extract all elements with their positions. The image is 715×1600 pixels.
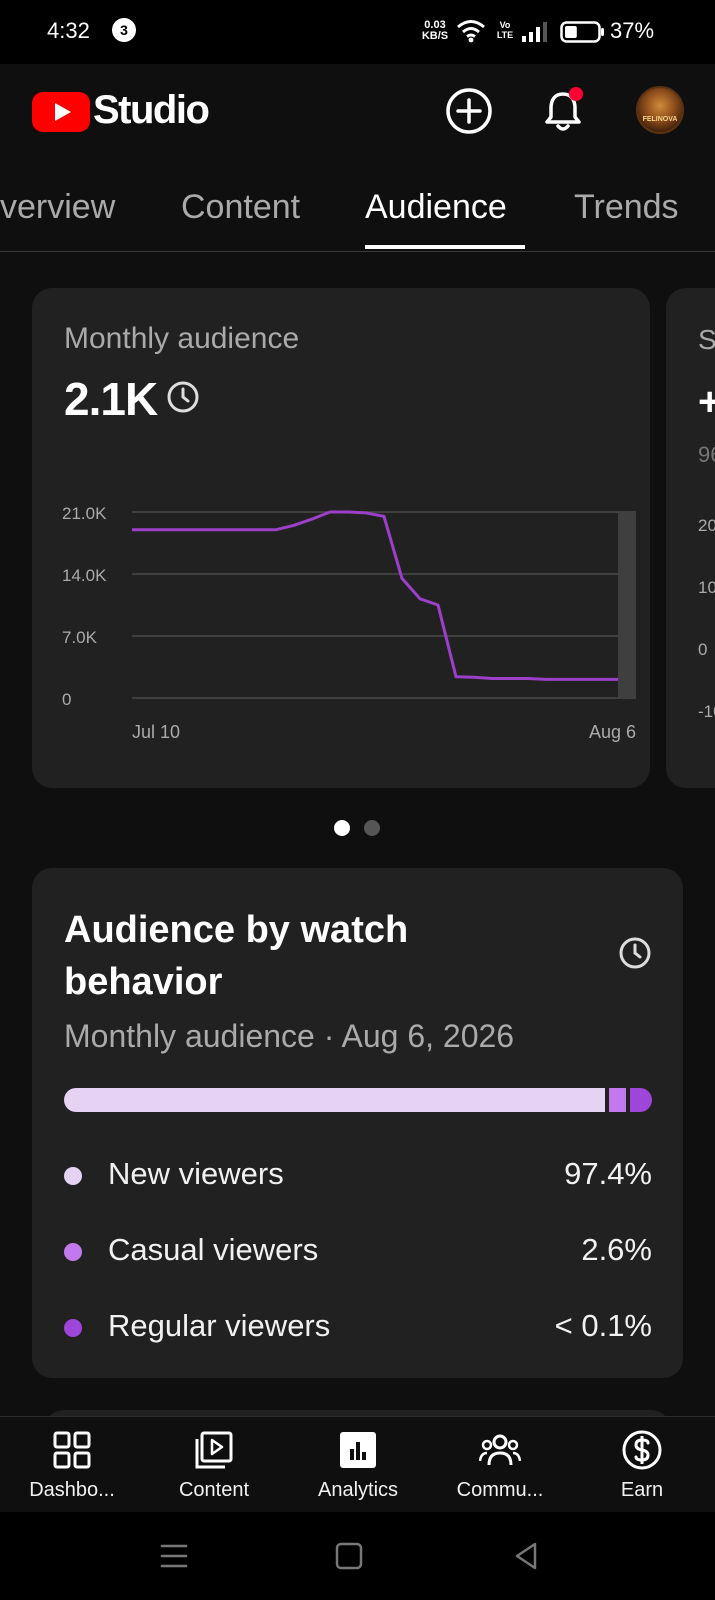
peek-card-title: S xyxy=(698,324,715,355)
battery-icon xyxy=(560,21,604,43)
series-line[interactable] xyxy=(132,510,618,681)
home-icon[interactable] xyxy=(331,1538,367,1574)
tab-trends[interactable]: Trends xyxy=(574,188,679,226)
notification-count-badge: 3 xyxy=(112,18,136,42)
x-tick-label-start: Jul 10 xyxy=(132,722,180,742)
peek-tick-label: 20 xyxy=(698,516,715,535)
legend-dot xyxy=(64,1319,82,1337)
studio-logo-text[interactable]: Studio xyxy=(93,88,210,132)
selected-day-highlight[interactable] xyxy=(618,512,636,698)
legend-label: Casual viewers xyxy=(108,1232,319,1267)
bar-segment xyxy=(64,1088,605,1112)
battery-percent: 37% xyxy=(610,18,655,43)
nav-dashboard[interactable]: Dashbo... xyxy=(7,1417,137,1513)
nav-label: Content xyxy=(178,1479,250,1501)
nav-label: Analytics xyxy=(317,1479,399,1501)
system-navigation-bar xyxy=(0,1512,715,1600)
avatar[interactable]: FELINOVA xyxy=(636,86,684,134)
y-tick-label: 7.0K xyxy=(62,628,98,647)
peek-tick-label: 10 xyxy=(698,578,715,597)
wifi-icon xyxy=(457,20,485,43)
create-icon[interactable] xyxy=(444,86,494,136)
network-speed: 0.03 KB/S xyxy=(418,20,452,42)
youtube-logo-icon[interactable] xyxy=(32,92,90,132)
community-icon xyxy=(479,1434,521,1466)
peek-card-subtext: 96 xyxy=(698,442,715,467)
earn-icon xyxy=(622,1430,662,1470)
bottom-navigation: Dashbo... Content Analytics Commu... xyxy=(0,1416,715,1512)
legend-row-casual-viewers: Casual viewers 2.6% xyxy=(64,1232,652,1272)
volte-top: Vo xyxy=(499,20,511,30)
tab-overview[interactable]: verview xyxy=(0,188,116,226)
nav-content[interactable]: Content xyxy=(149,1417,279,1513)
notification-dot xyxy=(569,87,583,101)
bell-icon[interactable] xyxy=(538,84,588,136)
nav-earn[interactable]: Earn xyxy=(577,1417,707,1513)
legend-value: < 0.1% xyxy=(554,1308,652,1343)
tab-audience[interactable]: Audience xyxy=(365,188,507,226)
watch-behavior-subtitle: Monthly audience · Aug 6, 2026 xyxy=(64,1018,515,1054)
peek-tick-label: -10 xyxy=(698,702,715,721)
monthly-audience-title: Monthly audience xyxy=(64,322,300,355)
legend-dot xyxy=(64,1243,82,1261)
monthly-audience-card[interactable]: Monthly audience 2.1K 21.0K 14.0K 7.0K 0 Jul… xyxy=(32,288,650,788)
tab-content[interactable]: Content xyxy=(181,188,301,226)
watch-behavior-title: Audience by watch behavior xyxy=(64,909,409,1003)
volte-bottom: LTE xyxy=(496,30,514,40)
network-speed-value: 0.03 xyxy=(424,19,446,31)
menu-icon[interactable] xyxy=(156,1538,192,1574)
monthly-audience-chart: 21.0K 14.0K 7.0K 0 Jul 10 Aug 6 xyxy=(62,504,636,742)
nav-label: Commu... xyxy=(456,1479,544,1501)
nav-label: Dashbo... xyxy=(29,1479,115,1501)
clock-icon[interactable] xyxy=(166,380,200,414)
legend-label: Regular viewers xyxy=(108,1308,331,1343)
status-bar: 4:32 3 0.03 KB/S Vo LTE 37% xyxy=(0,0,715,64)
network-speed-unit: KB/S xyxy=(421,30,449,42)
clock-icon[interactable] xyxy=(618,936,652,970)
legend-value: 2.6% xyxy=(581,1232,652,1267)
nav-label: Earn xyxy=(620,1479,664,1501)
next-carousel-card[interactable]: S + 96 20 10 0 -10 xyxy=(666,288,715,788)
signal-icon xyxy=(522,22,547,42)
peek-tick-label: 0 xyxy=(698,640,708,659)
dashboard-icon xyxy=(53,1431,91,1469)
y-tick-label: 14.0K xyxy=(62,566,107,585)
monthly-audience-value: 2.1K xyxy=(64,373,158,425)
y-tick-label: 0 xyxy=(62,690,71,709)
carousel-dots xyxy=(334,820,384,836)
nav-community[interactable]: Commu... xyxy=(435,1417,565,1513)
carousel-dot[interactable] xyxy=(364,820,380,836)
bar-segment xyxy=(604,1088,626,1112)
watch-behavior-card[interactable]: Audience by watch behavior Monthly audie… xyxy=(32,868,683,1378)
legend-row-regular-viewers: Regular viewers < 0.1% xyxy=(64,1308,652,1348)
volte-indicator: Vo LTE xyxy=(496,20,514,40)
legend-value: 97.4% xyxy=(564,1156,652,1191)
active-tab-indicator xyxy=(365,245,525,249)
peek-card-value: + xyxy=(698,380,715,424)
y-tick-label: 21.0K xyxy=(62,504,107,523)
legend-label: New viewers xyxy=(108,1156,284,1191)
x-tick-label-end: Aug 6 xyxy=(589,722,636,742)
analytics-tabs: verview Content Audience Trends xyxy=(0,184,715,252)
back-icon[interactable] xyxy=(508,1538,544,1574)
status-time: 4:32 xyxy=(47,18,90,43)
analytics-icon xyxy=(340,1432,376,1468)
app-header: Studio FELINOVA xyxy=(0,64,715,184)
legend-dot xyxy=(64,1167,82,1185)
watch-behavior-stacked-bar xyxy=(64,1088,652,1112)
bar-segment xyxy=(625,1088,652,1112)
content-icon xyxy=(195,1431,233,1469)
carousel-dot-active[interactable] xyxy=(334,820,350,836)
avatar-text: FELINOVA xyxy=(642,116,678,123)
nav-analytics[interactable]: Analytics xyxy=(293,1417,423,1513)
legend-row-new-viewers: New viewers 97.4% xyxy=(64,1156,652,1196)
